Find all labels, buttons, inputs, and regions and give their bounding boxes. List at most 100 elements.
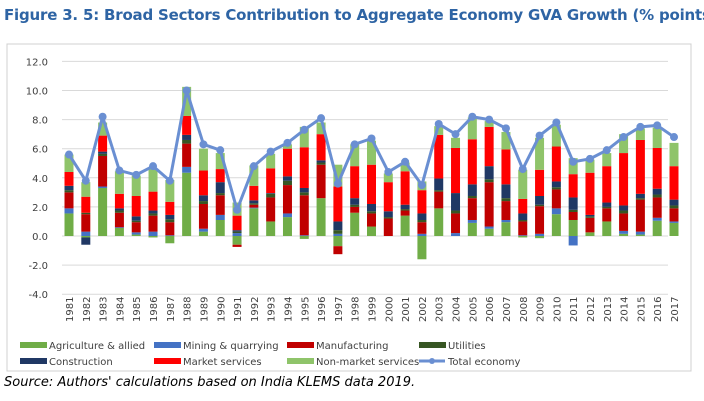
bar-non-market-services-2007 (501, 131, 511, 150)
bar-construction-1993 (266, 193, 276, 194)
bar-market-services-2010 (551, 146, 561, 182)
x-tick-label: 1998 (351, 297, 362, 322)
source-note: Source: Authors' calculations based on I… (4, 375, 416, 390)
y-tick-label: 4.0 (32, 174, 48, 185)
total-economy-point-1981 (65, 150, 73, 159)
bar-market-services-1997 (333, 186, 343, 222)
x-tick-label: 1986 (149, 297, 160, 322)
bar-agriculture-allied-2005 (467, 222, 477, 236)
bar-construction-2009 (535, 195, 545, 205)
bar-agriculture-allied-1994 (282, 217, 292, 236)
bar-non-market-services-1982 (81, 182, 91, 197)
bar-market-services-2017 (669, 166, 679, 200)
x-tick-label: 1985 (132, 297, 143, 322)
bar-mining-quarrying-1992 (249, 207, 259, 209)
bar-mining-quarrying-2007 (501, 219, 511, 223)
bar-construction-1991 (232, 230, 242, 232)
bar-non-market-services-1984 (114, 171, 124, 194)
bar-manufacturing-2002 (417, 222, 427, 234)
bar-construction-1989 (198, 195, 208, 202)
bar-utilities-1989 (198, 201, 208, 204)
total-economy-point-1985 (132, 170, 141, 179)
bar-non-market-services-2009 (535, 137, 545, 170)
x-tick-label: 2017 (670, 297, 681, 322)
bar-construction-2008 (518, 213, 528, 220)
bar-construction-1994 (282, 176, 292, 181)
bar-agriculture-allied-1988 (182, 172, 192, 236)
legend-swatch (287, 342, 314, 348)
bar-manufacturing-1981 (64, 192, 74, 209)
bar-mining-quarrying-2008 (518, 235, 528, 236)
bar-agriculture-allied-1991 (232, 236, 242, 245)
bar-construction-2001 (400, 204, 410, 210)
x-tick-label: 2011 (569, 297, 580, 322)
bar-manufacturing-2007 (501, 201, 511, 220)
x-tick-label: 2009 (536, 297, 547, 322)
bar-construction-2006 (484, 166, 494, 180)
legend-label: Market services (183, 357, 262, 368)
bar-market-services-1986 (148, 191, 158, 211)
bar-mining-quarrying-1995 (299, 235, 309, 236)
bar-mining-quarrying-2010 (551, 208, 561, 215)
bar-utilities-2014 (619, 210, 629, 214)
bar-market-services-1992 (249, 185, 259, 201)
bar-non-market-services-2013 (602, 153, 612, 167)
x-tick-label: 2000 (384, 297, 395, 322)
bar-non-market-services-1992 (249, 165, 259, 186)
bar-mining-quarrying-1981 (64, 208, 74, 214)
bar-construction-1982 (81, 237, 91, 245)
legend-swatch (154, 358, 181, 364)
bar-utilities-1983 (98, 153, 108, 156)
bar-market-services-1990 (215, 169, 225, 183)
x-tick-label: 1990 (216, 297, 227, 322)
bar-construction-1992 (249, 200, 259, 204)
bar-manufacturing-1991 (232, 244, 242, 247)
legend-label: Construction (49, 357, 113, 368)
bar-mining-quarrying-1990 (215, 214, 225, 220)
bar-construction-2000 (383, 211, 393, 218)
bar-mining-quarrying-2017 (669, 221, 679, 223)
bar-market-services-2009 (535, 169, 545, 196)
bar-agriculture-allied-1985 (131, 234, 141, 236)
bar-non-market-services-2008 (518, 169, 528, 199)
bar-agriculture-allied-2015 (635, 234, 645, 236)
bar-construction-2002 (417, 213, 427, 220)
y-tick-label: 8.0 (32, 116, 48, 127)
bar-mining-quarrying-1991 (232, 233, 242, 236)
bar-utilities-1986 (148, 213, 158, 216)
bar-market-services-2015 (635, 139, 645, 194)
legend-label: Utilities (448, 341, 486, 352)
bar-manufacturing-2011 (568, 211, 578, 220)
bar-market-services-2014 (619, 153, 629, 206)
total-economy-point-2011 (569, 157, 578, 166)
total-economy-point-2010 (552, 118, 561, 127)
bar-agriculture-allied-2013 (602, 221, 612, 236)
bar-construction-1981 (64, 185, 74, 191)
bar-mining-quarrying-2004 (451, 233, 461, 236)
legend-label: Manufacturing (316, 341, 388, 352)
bar-manufacturing-1996 (316, 164, 326, 199)
bar-utilities-1999 (367, 211, 376, 214)
total-economy-point-1990 (216, 146, 225, 155)
total-economy-point-2007 (501, 124, 510, 133)
bar-utilities-1998 (350, 204, 360, 207)
y-tick-label: 0.0 (32, 232, 48, 243)
bar-agriculture-allied-1992 (249, 208, 259, 236)
bar-utilities-1993 (266, 193, 276, 198)
bar-market-services-1995 (299, 147, 309, 188)
bar-agriculture-allied-1997 (333, 236, 343, 247)
bar-market-services-2004 (451, 147, 461, 194)
bar-utilities-2005 (467, 195, 477, 199)
total-economy-point-2006 (485, 115, 494, 124)
x-tick-label: 2016 (653, 297, 664, 322)
bar-construction-1988 (182, 134, 192, 140)
bar-construction-1983 (98, 151, 108, 154)
bar-manufacturing-2012 (585, 217, 595, 233)
total-economy-point-1986 (149, 162, 158, 171)
x-tick-label: 2003 (435, 297, 446, 322)
x-tick-label: 2008 (519, 297, 530, 322)
bar-construction-1990 (215, 182, 225, 194)
bar-agriculture-allied-1990 (215, 219, 225, 236)
bar-utilities-2002 (417, 219, 427, 223)
